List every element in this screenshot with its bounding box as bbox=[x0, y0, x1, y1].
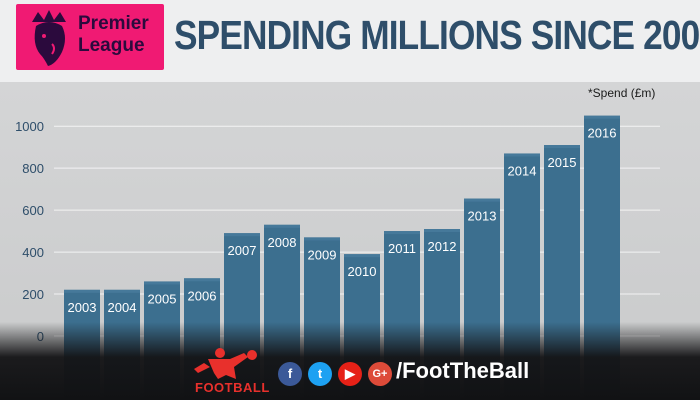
bar-cap bbox=[64, 289, 100, 293]
logo-text: Premier League bbox=[78, 13, 149, 57]
header: Premier League SPENDING MILLIONS SINCE 2… bbox=[0, 0, 700, 82]
premier-league-logo: Premier League bbox=[16, 4, 164, 70]
bar-year-label: 2005 bbox=[148, 291, 177, 306]
bar-cap bbox=[384, 231, 420, 235]
bar-year-label: 2009 bbox=[308, 247, 337, 262]
bar-year-label: 2010 bbox=[348, 264, 377, 279]
bar-cap bbox=[544, 145, 580, 149]
footer-brand: FOOTBALL bbox=[195, 380, 270, 395]
bar-year-label: 2016 bbox=[588, 126, 617, 141]
bar-cap bbox=[504, 153, 540, 157]
bar-cap bbox=[424, 229, 460, 233]
bar-year-label: 2006 bbox=[188, 288, 217, 303]
bar-cap bbox=[224, 233, 260, 237]
football-player-logo-icon bbox=[194, 348, 257, 379]
logo-line-2: League bbox=[78, 35, 145, 56]
bar-year-label: 2011 bbox=[388, 241, 416, 256]
bar-cap bbox=[104, 289, 140, 293]
bar-cap bbox=[304, 237, 340, 241]
page-title: SPENDING MILLIONS SINCE 2003 bbox=[174, 12, 700, 58]
youtube-icon[interactable]: ▶ bbox=[338, 362, 362, 386]
bar-year-label: 2007 bbox=[228, 243, 257, 258]
y-tick-label: 200 bbox=[22, 287, 44, 302]
bar-year-label: 2003 bbox=[68, 300, 97, 315]
y-axis: 02004006008001000 bbox=[15, 119, 44, 344]
bar-year-label: 2004 bbox=[108, 300, 137, 315]
y-tick-label: 400 bbox=[22, 245, 44, 260]
bar-cap bbox=[344, 254, 380, 258]
logo-line-1: Premier bbox=[78, 13, 149, 34]
bar-year-label: 2013 bbox=[468, 209, 497, 224]
google-plus-icon[interactable]: G+ bbox=[368, 362, 392, 386]
bar-year-label: 2014 bbox=[508, 163, 537, 178]
bar-year-label: 2015 bbox=[548, 155, 577, 170]
bar-cap bbox=[584, 115, 620, 119]
y-tick-label: 800 bbox=[22, 161, 44, 176]
facebook-icon[interactable]: f bbox=[278, 362, 302, 386]
twitter-icon[interactable]: t bbox=[308, 362, 332, 386]
y-tick-label: 1000 bbox=[15, 119, 44, 134]
y-tick-label: 600 bbox=[22, 203, 44, 218]
lion-crest-icon bbox=[32, 10, 66, 66]
social-handle[interactable]: /FootTheBall bbox=[396, 358, 530, 383]
bar-cap bbox=[464, 198, 500, 202]
bar-cap bbox=[264, 224, 300, 228]
bar-cap bbox=[184, 278, 220, 282]
bar-year-label: 2012 bbox=[428, 239, 457, 254]
footer-bar bbox=[0, 322, 700, 400]
bar-cap bbox=[144, 281, 180, 285]
unit-note: *Spend (£m) bbox=[588, 86, 656, 100]
bar-year-label: 2008 bbox=[268, 235, 297, 250]
